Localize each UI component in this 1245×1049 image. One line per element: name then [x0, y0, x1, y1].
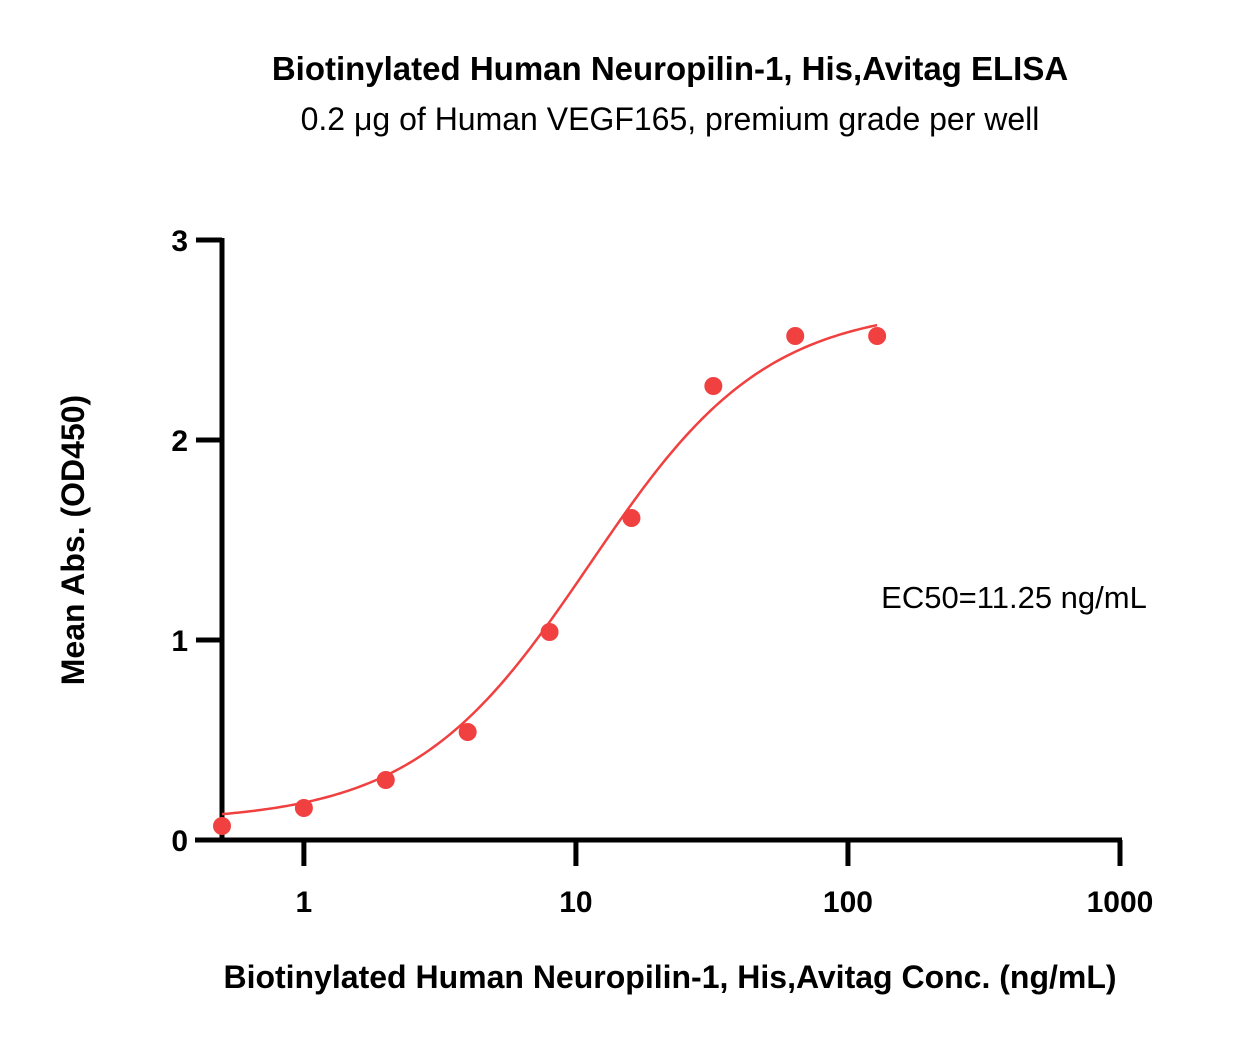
- data-point: [294, 799, 313, 817]
- fit-curve: [221, 323, 878, 816]
- axes: [195, 238, 1122, 843]
- y-tick-label: 2: [171, 425, 188, 458]
- fit-curve-group: [221, 323, 878, 816]
- x-axis-label: Biotinylated Human Neuropilin-1, His,Avi…: [223, 959, 1116, 995]
- chart-subtitle: 0.2 μg of Human VEGF165, premium grade p…: [301, 101, 1040, 137]
- y-tick-label: 1: [171, 625, 188, 658]
- x-tick-label: 1: [296, 886, 313, 919]
- y-axis-label: Mean Abs. (OD450): [55, 395, 91, 685]
- x-tick-label: 10: [559, 886, 592, 919]
- y-tick-label: 3: [171, 225, 188, 258]
- data-point: [458, 723, 477, 741]
- data-point: [704, 377, 723, 395]
- x-tick-label: 100: [823, 886, 873, 919]
- data-points: [213, 327, 887, 835]
- data-point: [622, 509, 641, 527]
- data-point: [786, 327, 805, 345]
- data-point: [376, 771, 395, 789]
- data-point: [868, 327, 887, 345]
- y-tick-label: 0: [171, 825, 188, 858]
- ec50-annotation: EC50=11.25 ng/mL: [881, 580, 1147, 615]
- data-point: [540, 623, 559, 641]
- chart-title: Biotinylated Human Neuropilin-1, His,Avi…: [272, 50, 1068, 87]
- tick-marks: 0 1 2 3 1 10 100 1000: [171, 225, 1153, 919]
- data-point: [213, 817, 231, 835]
- x-tick-label: 1000: [1087, 886, 1154, 919]
